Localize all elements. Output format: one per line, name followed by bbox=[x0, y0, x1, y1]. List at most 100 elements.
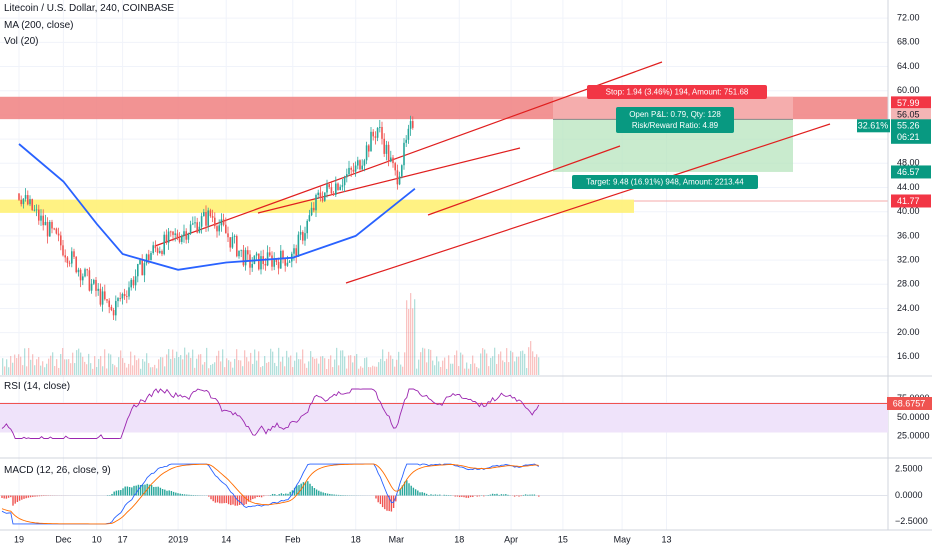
volume-bar bbox=[300, 359, 301, 375]
risk-reward-label: Risk/Reward Ratio: 4.89 bbox=[632, 121, 719, 130]
macd-histogram-bar bbox=[428, 495, 429, 496]
price-tick-label: 20.00 bbox=[897, 327, 920, 337]
volume-bar bbox=[166, 354, 167, 375]
candle-body bbox=[100, 289, 102, 305]
macd-histogram-bar bbox=[303, 482, 304, 495]
macd-histogram-bar bbox=[226, 496, 227, 503]
volume-bar bbox=[74, 363, 75, 375]
candle-body bbox=[58, 234, 60, 236]
candle-body bbox=[370, 132, 372, 152]
candle-body bbox=[320, 193, 322, 198]
macd-histogram-bar bbox=[41, 496, 42, 497]
volume-bar bbox=[190, 358, 191, 375]
macd-histogram-bar bbox=[252, 496, 253, 500]
macd-histogram-bar bbox=[479, 496, 480, 497]
volume-bar bbox=[344, 356, 345, 375]
volume-bar bbox=[322, 356, 323, 375]
volume-bar bbox=[172, 350, 173, 375]
macd-histogram-bar bbox=[169, 490, 170, 495]
macd-histogram-bar bbox=[422, 492, 423, 495]
candle-body bbox=[311, 208, 313, 215]
candle-body bbox=[408, 129, 410, 140]
volume-bar bbox=[120, 350, 121, 375]
macd-histogram-bar bbox=[261, 496, 262, 498]
candle-body bbox=[139, 260, 141, 264]
macd-histogram-bar bbox=[17, 496, 18, 502]
volume-bar bbox=[12, 363, 13, 375]
macd-histogram-bar bbox=[208, 496, 209, 497]
candle-body bbox=[227, 233, 229, 237]
candle-body bbox=[163, 235, 165, 254]
volume-bar bbox=[538, 357, 539, 375]
volume-bar bbox=[170, 359, 171, 375]
candle-body bbox=[60, 235, 62, 245]
macd-histogram-bar bbox=[461, 496, 462, 497]
macd-histogram-bar bbox=[158, 487, 159, 496]
volume-bar bbox=[362, 368, 363, 375]
macd-histogram-bar bbox=[298, 485, 299, 496]
candle-body bbox=[284, 259, 286, 266]
volume-bar bbox=[306, 368, 307, 375]
candle-body bbox=[359, 160, 361, 169]
candle-body bbox=[38, 210, 40, 221]
volume-bar bbox=[470, 364, 471, 375]
volume-bar bbox=[392, 359, 393, 375]
macd-histogram-bar bbox=[439, 495, 440, 496]
volume-bar bbox=[394, 367, 395, 375]
macd-histogram-bar bbox=[494, 494, 495, 495]
candle-body bbox=[236, 236, 238, 256]
volume-bar bbox=[264, 356, 265, 375]
candle-body bbox=[80, 270, 82, 281]
macd-histogram-bar bbox=[503, 494, 504, 495]
volume-bar bbox=[318, 364, 319, 375]
volume-bar bbox=[150, 367, 151, 375]
volume-bar bbox=[442, 361, 443, 375]
volume-bar bbox=[128, 364, 129, 375]
volume-bar bbox=[286, 351, 287, 375]
macd-histogram-bar bbox=[15, 496, 16, 504]
macd-histogram-bar bbox=[175, 493, 176, 496]
volume-bar bbox=[126, 368, 127, 375]
change-pct-badge: 32.61% bbox=[858, 121, 889, 131]
time-tick-label: 14 bbox=[221, 534, 231, 544]
volume-bar bbox=[338, 365, 339, 375]
candle-body bbox=[168, 231, 170, 242]
volume-bar bbox=[474, 363, 475, 375]
candle-body bbox=[128, 287, 130, 296]
volume-bar bbox=[504, 362, 505, 375]
volume-bar bbox=[458, 366, 459, 375]
target-price-badge: 46.57 bbox=[897, 167, 920, 177]
macd-histogram-bar bbox=[166, 491, 167, 496]
candle-body bbox=[122, 294, 124, 298]
macd-histogram-bar bbox=[338, 495, 339, 496]
volume-bar bbox=[118, 357, 119, 375]
candle-body bbox=[390, 158, 392, 162]
macd-histogram-bar bbox=[177, 493, 178, 495]
candle-body bbox=[203, 212, 205, 216]
volume-bar bbox=[516, 357, 517, 375]
macd-histogram-bar bbox=[466, 496, 467, 498]
candle-body bbox=[232, 237, 234, 248]
candle-body bbox=[179, 238, 181, 241]
volume-bar bbox=[32, 354, 33, 375]
macd-legend: MACD (12, 26, close, 9) bbox=[4, 465, 111, 476]
volume-bar bbox=[378, 362, 379, 375]
time-tick-label: 10 bbox=[92, 534, 102, 544]
volume-bar bbox=[340, 350, 341, 375]
macd-histogram-bar bbox=[411, 486, 412, 496]
price-tick-label: 24.00 bbox=[897, 303, 920, 313]
candle-body bbox=[174, 233, 176, 234]
candle-body bbox=[326, 184, 328, 192]
candle-body bbox=[113, 310, 115, 315]
volume-bar bbox=[84, 362, 85, 375]
volume-bar bbox=[320, 356, 321, 375]
volume-bar bbox=[374, 367, 375, 375]
candle-body bbox=[170, 231, 172, 232]
candle-body bbox=[218, 225, 220, 231]
volume-bar bbox=[488, 366, 489, 375]
macd-histogram-bar bbox=[184, 494, 185, 495]
volume-bar bbox=[20, 357, 21, 375]
macd-histogram-bar bbox=[518, 496, 519, 497]
